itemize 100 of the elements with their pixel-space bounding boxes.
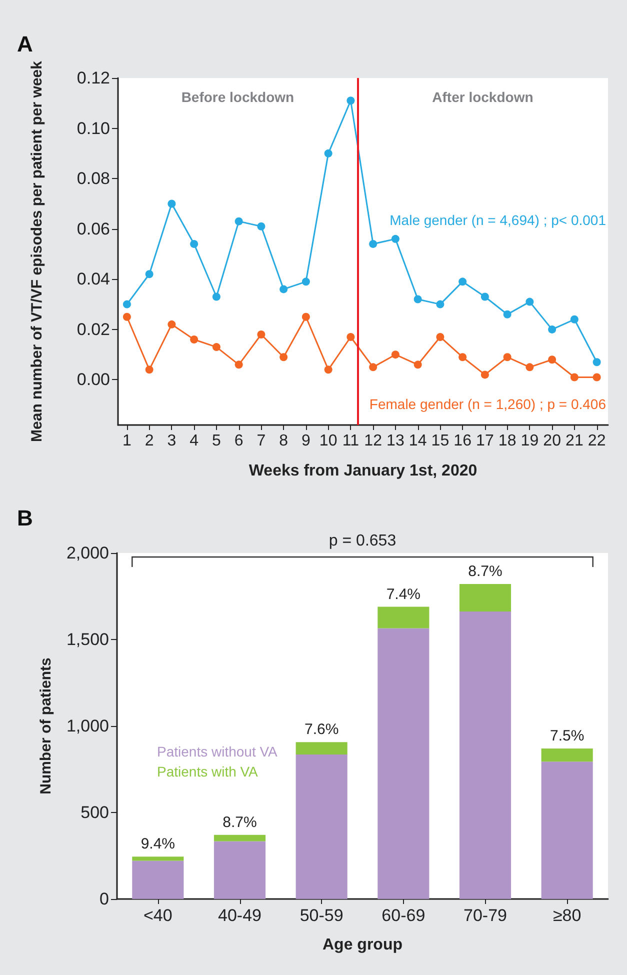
point bbox=[190, 336, 198, 344]
x-tick-label: <40 bbox=[143, 906, 172, 925]
series-label: Male gender (n = 4,694) ; p< 0.001 bbox=[390, 212, 606, 228]
annotation: 7.5% bbox=[550, 727, 584, 744]
x-tick-label: 11 bbox=[342, 432, 360, 450]
annotation: 8.7% bbox=[222, 814, 257, 831]
point bbox=[122, 300, 131, 308]
point bbox=[145, 270, 154, 278]
x-tick-label: 16 bbox=[454, 432, 472, 450]
bar bbox=[214, 834, 266, 842]
x-axis-title: Age group bbox=[322, 936, 403, 954]
bar bbox=[214, 841, 266, 899]
y-axis-title: Number of patients bbox=[38, 658, 54, 794]
point bbox=[324, 149, 332, 158]
y-tick-label: 1,500 bbox=[66, 630, 109, 649]
x-tick-label: 40-49 bbox=[218, 906, 262, 925]
x-tick-label: 10 bbox=[319, 432, 338, 450]
bar bbox=[296, 742, 348, 755]
y-tick-label: 0.08 bbox=[76, 169, 110, 188]
bar bbox=[459, 584, 512, 612]
bar bbox=[378, 628, 430, 899]
annotation: 9.4% bbox=[140, 836, 176, 853]
point bbox=[280, 353, 288, 362]
x-tick-label: 12 bbox=[364, 432, 382, 450]
point bbox=[391, 234, 400, 243]
bar bbox=[541, 748, 593, 762]
point bbox=[212, 343, 220, 352]
x-tick-label: 5 bbox=[212, 432, 221, 450]
x-tick-label: 19 bbox=[520, 432, 539, 450]
bar bbox=[459, 611, 512, 899]
point bbox=[324, 366, 332, 374]
y-tick-label: 0.10 bbox=[76, 118, 110, 138]
y-tick-label: 1,000 bbox=[66, 716, 109, 736]
chart-title: B bbox=[17, 506, 33, 530]
text: p = 0.653 bbox=[328, 532, 396, 550]
x-tick-label: ≥80 bbox=[552, 906, 582, 925]
point bbox=[346, 332, 355, 341]
x-tick-label: 3 bbox=[167, 432, 176, 450]
bar bbox=[132, 856, 184, 861]
y-tick-label: 500 bbox=[80, 803, 109, 822]
point bbox=[480, 292, 489, 301]
x-tick-label: 18 bbox=[498, 432, 516, 450]
y-tick-label: 0 bbox=[100, 890, 109, 908]
text: Patients with VA bbox=[157, 763, 259, 780]
x-tick-label: 70-79 bbox=[464, 906, 507, 925]
point bbox=[369, 240, 378, 248]
x-tick-label: 6 bbox=[234, 432, 244, 450]
point bbox=[145, 366, 154, 374]
point bbox=[503, 310, 512, 318]
point bbox=[369, 363, 378, 372]
y-axis-title: Mean number of VT/VF episodes per patient per week bbox=[28, 60, 46, 442]
y-tick-label: 0.00 bbox=[76, 370, 110, 390]
point bbox=[480, 370, 489, 379]
point bbox=[526, 363, 534, 372]
annotation: After lockdown bbox=[432, 89, 534, 105]
x-tick-label: 7 bbox=[256, 432, 266, 450]
x-axis-title: Weeks from January 1st, 2020 bbox=[248, 462, 478, 480]
x-tick-label: 22 bbox=[588, 432, 606, 450]
point bbox=[122, 312, 131, 321]
y-tick-label: 0.04 bbox=[76, 270, 110, 289]
x-tick-label: 15 bbox=[431, 432, 450, 450]
annotation: 7.4% bbox=[386, 586, 421, 603]
point bbox=[414, 360, 422, 369]
point bbox=[168, 200, 176, 208]
bar bbox=[541, 762, 593, 899]
point bbox=[280, 285, 288, 294]
point bbox=[234, 217, 243, 226]
series-label: Female gender (n = 1,260) ; p = 0.406 bbox=[369, 396, 606, 412]
annotation: Before lockdown bbox=[181, 89, 294, 105]
y-tick-label: 0.02 bbox=[76, 320, 110, 339]
bar bbox=[296, 754, 348, 899]
x-tick-label: 60-69 bbox=[382, 906, 426, 925]
point bbox=[570, 315, 578, 324]
x-tick-label: 1 bbox=[122, 432, 132, 450]
x-tick-label: 8 bbox=[279, 432, 288, 450]
point bbox=[458, 353, 467, 362]
point bbox=[190, 240, 198, 248]
x-tick-label: 17 bbox=[476, 432, 494, 450]
y-tick-label: 2,000 bbox=[66, 544, 109, 562]
chart-title: A bbox=[17, 32, 33, 56]
point bbox=[302, 312, 310, 321]
point bbox=[570, 373, 578, 382]
x-tick-label: 14 bbox=[408, 432, 427, 450]
point bbox=[391, 350, 400, 359]
point bbox=[414, 295, 422, 304]
point bbox=[257, 330, 266, 338]
x-tick-label: 4 bbox=[190, 432, 199, 450]
point bbox=[458, 278, 467, 286]
annotation: 8.7% bbox=[468, 562, 502, 580]
point bbox=[592, 373, 601, 382]
point bbox=[548, 325, 556, 334]
series-label: Patients without VA bbox=[157, 743, 278, 760]
y-tick-label: 0.12 bbox=[76, 68, 110, 88]
point bbox=[257, 222, 266, 230]
x-tick-label: 20 bbox=[543, 432, 562, 450]
point bbox=[548, 356, 556, 364]
x-tick-label: 50-59 bbox=[300, 906, 344, 925]
point bbox=[526, 298, 534, 306]
point bbox=[212, 292, 220, 301]
x-tick-label: 21 bbox=[566, 432, 584, 450]
